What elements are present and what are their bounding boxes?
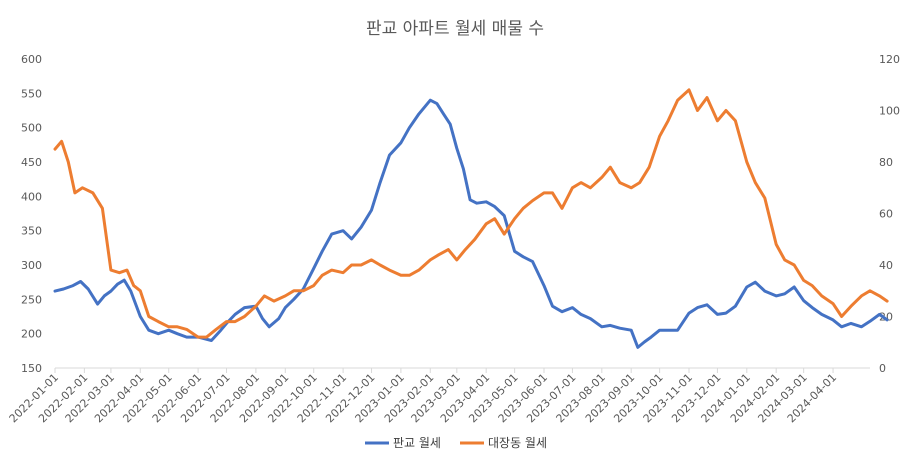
- legend: 판교 월세 대장동 월세: [365, 436, 547, 450]
- left-y-axis: 150 200 250 300 350 400 450 500 550 600: [21, 53, 42, 375]
- series-layer: [53, 88, 889, 349]
- legend-label-2: 대장동 월세: [488, 436, 547, 450]
- right-y-tick-label: 60: [879, 208, 893, 221]
- right-y-tick-label: 80: [879, 156, 893, 169]
- left-y-tick-label: 500: [21, 122, 42, 135]
- left-y-tick-label: 350: [21, 225, 42, 238]
- left-y-tick-label: 300: [21, 259, 42, 272]
- left-y-tick-label: 450: [21, 156, 42, 169]
- series-line-1: [53, 98, 889, 349]
- right-y-axis: 0 20 40 60 80 100 120: [879, 53, 900, 375]
- legend-label-1: 판교 월세: [393, 436, 441, 450]
- left-y-tick-label: 400: [21, 190, 42, 203]
- left-y-tick-label: 250: [21, 293, 42, 306]
- left-y-tick-label: 550: [21, 87, 42, 100]
- chart-title: 판교 아파트 월세 매물 수: [366, 19, 544, 39]
- right-y-tick-label: 100: [879, 105, 900, 118]
- right-y-tick-label: 0: [879, 362, 886, 375]
- left-y-tick-label: 600: [21, 53, 42, 66]
- series-line-2: [53, 88, 889, 339]
- right-y-tick-label: 120: [879, 53, 900, 66]
- left-y-tick-label: 150: [21, 362, 42, 375]
- right-y-tick-label: 40: [879, 259, 893, 272]
- right-y-tick-label: 20: [879, 311, 893, 324]
- left-y-tick-label: 200: [21, 328, 42, 341]
